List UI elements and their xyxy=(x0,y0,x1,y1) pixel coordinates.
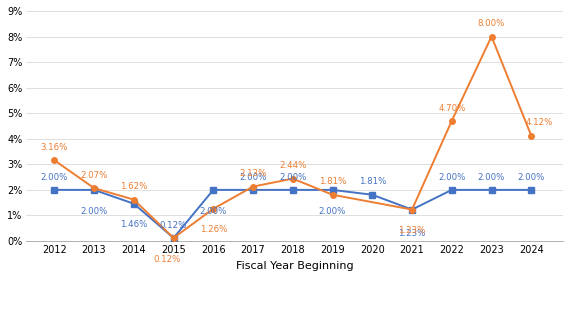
Text: 1.46%: 1.46% xyxy=(120,220,148,229)
Text: 4.12%: 4.12% xyxy=(526,118,553,127)
Inflation factor xyxy=(91,186,97,190)
Text: 1.26%: 1.26% xyxy=(200,226,227,235)
Text: 2.00%: 2.00% xyxy=(80,206,108,216)
Text: 2.07%: 2.07% xyxy=(80,171,108,180)
Allowable Levy Growth Factor xyxy=(488,188,495,192)
Text: 1.81%: 1.81% xyxy=(359,177,386,186)
Allowable Levy Growth Factor xyxy=(449,188,455,192)
Text: 2.44%: 2.44% xyxy=(279,161,307,170)
Inflation factor xyxy=(170,236,177,240)
Inflation factor xyxy=(409,208,416,211)
Text: 1.62%: 1.62% xyxy=(120,182,148,191)
Allowable Levy Growth Factor xyxy=(409,208,416,211)
Allowable Levy Growth Factor xyxy=(250,188,256,192)
Inflation factor xyxy=(131,198,137,201)
Allowable Levy Growth Factor xyxy=(131,202,137,205)
Allowable Levy Growth Factor xyxy=(170,236,177,240)
Allowable Levy Growth Factor xyxy=(91,188,97,192)
Inflation factor xyxy=(51,159,58,162)
Text: 2.00%: 2.00% xyxy=(319,206,346,216)
Allowable Levy Growth Factor xyxy=(528,188,535,192)
X-axis label: Fiscal Year Beginning: Fiscal Year Beginning xyxy=(236,261,353,271)
Inflation factor xyxy=(329,193,336,197)
Allowable Levy Growth Factor xyxy=(290,188,296,192)
Text: 2.00%: 2.00% xyxy=(200,206,227,216)
Text: 3.16%: 3.16% xyxy=(40,143,68,152)
Line: Allowable Levy Growth Factor: Allowable Levy Growth Factor xyxy=(51,187,534,241)
Allowable Levy Growth Factor xyxy=(210,188,217,192)
Inflation factor xyxy=(488,35,495,38)
Inflation factor xyxy=(290,177,296,180)
Text: 2.13%: 2.13% xyxy=(239,169,267,178)
Inflation factor xyxy=(528,134,535,138)
Line: Inflation factor: Inflation factor xyxy=(51,34,534,241)
Text: 0.12%: 0.12% xyxy=(153,255,180,264)
Text: 2.00%: 2.00% xyxy=(478,172,505,182)
Text: 1.23%: 1.23% xyxy=(398,226,426,235)
Text: 2.00%: 2.00% xyxy=(279,172,307,182)
Allowable Levy Growth Factor xyxy=(329,188,336,192)
Text: 2.00%: 2.00% xyxy=(438,172,466,182)
Text: 0.12%: 0.12% xyxy=(160,221,187,230)
Text: 4.70%: 4.70% xyxy=(438,104,466,112)
Allowable Levy Growth Factor xyxy=(369,193,376,197)
Text: 2.00%: 2.00% xyxy=(518,172,545,182)
Inflation factor xyxy=(250,185,256,188)
Text: 2.00%: 2.00% xyxy=(239,172,267,182)
Inflation factor xyxy=(210,207,217,211)
Allowable Levy Growth Factor xyxy=(51,188,58,192)
Text: 1.81%: 1.81% xyxy=(319,177,346,186)
Text: 8.00%: 8.00% xyxy=(478,19,505,28)
Inflation factor xyxy=(449,119,455,123)
Text: 1.23%: 1.23% xyxy=(398,229,426,238)
Text: 2.00%: 2.00% xyxy=(40,172,68,182)
